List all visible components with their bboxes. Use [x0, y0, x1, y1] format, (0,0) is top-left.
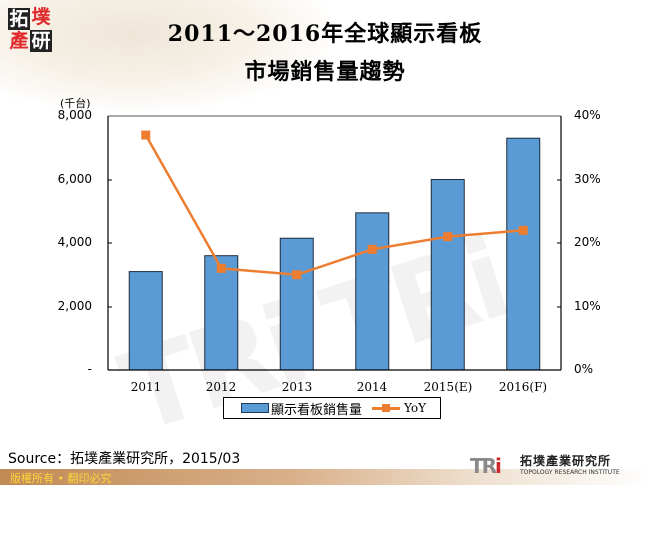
legend-line-label: YoY	[404, 401, 427, 415]
yoy-marker	[367, 244, 377, 254]
bar	[506, 137, 541, 371]
y-tick-right: 30%	[574, 172, 601, 186]
chart-plot-area	[107, 115, 562, 371]
x-tick: 2013	[281, 380, 313, 394]
logo-char: 墣	[31, 6, 51, 28]
y-axis-unit: (千台)	[60, 97, 91, 110]
chart-title-line1: 2011～2016年全球顯示看板	[167, 21, 483, 47]
chart-title-line2: 市場銷售量趨勢	[244, 59, 406, 85]
y-tick-left: 8,000	[57, 108, 92, 122]
bar-series	[128, 137, 541, 371]
tri-logo: TRi 拓墣產業研究所 TOPOLOGY RESEARCH INSTITUTE	[470, 452, 645, 480]
yoy-marker	[443, 232, 453, 242]
bar	[355, 212, 390, 371]
bar	[279, 237, 314, 371]
legend-bar-swatch-icon	[241, 403, 269, 413]
x-tick: 2012	[205, 380, 237, 394]
axes	[107, 115, 562, 371]
chart-legend: 顯示看板銷售量 YoY	[223, 397, 441, 419]
y-tick-right: 20%	[574, 235, 601, 249]
y-tick-left: 2,000	[57, 299, 92, 313]
logo-char: 產	[9, 30, 29, 52]
x-tick: 2014	[356, 380, 388, 394]
yoy-line-series	[141, 130, 528, 280]
copyright-text: 版權所有 • 翻印必究	[10, 472, 112, 485]
source-note: Source：拓墣產業研究所，2015/03	[8, 451, 241, 467]
footer-bar: 版權所有 • 翻印必究	[0, 469, 650, 485]
logo-char: 研	[30, 30, 52, 52]
y-tick-right: 40%	[574, 108, 601, 122]
x-tick: 2016(F)	[498, 380, 548, 394]
tri-brand-en: TOPOLOGY RESEARCH INSTITUTE	[520, 469, 620, 476]
yoy-marker	[518, 225, 528, 235]
legend-line-swatch-icon	[372, 403, 401, 412]
background-map	[0, 0, 330, 110]
tri-brand-cn: 拓墣產業研究所	[520, 454, 612, 468]
yoy-marker	[292, 270, 302, 280]
x-tick: 2015(E)	[423, 380, 473, 394]
x-tick: 2011	[130, 380, 162, 394]
bar	[430, 179, 465, 371]
logo-char: 拓	[8, 8, 30, 30]
y-tick-left: 6,000	[57, 172, 92, 186]
tri-brand-mark: TRi	[470, 454, 502, 478]
yoy-marker	[141, 130, 151, 140]
yoy-marker	[216, 263, 226, 273]
y-tick-right: 0%	[574, 362, 594, 376]
y-tick-left: -	[87, 362, 92, 376]
legend-bar-label: 顯示看板銷售量	[271, 402, 363, 418]
topology-logo: 拓 墣 產 研	[8, 6, 52, 54]
y-tick-left: 4,000	[57, 235, 92, 249]
y-tick-right: 10%	[574, 299, 601, 313]
bar	[128, 271, 163, 371]
